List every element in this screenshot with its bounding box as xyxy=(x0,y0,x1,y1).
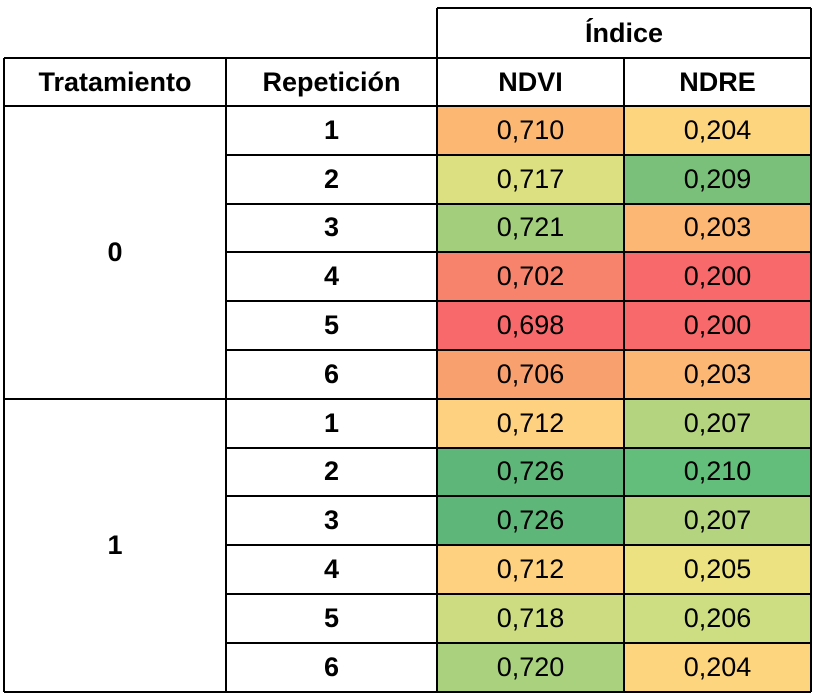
row-separator xyxy=(226,397,811,400)
ndre-cell: 0,210 xyxy=(624,447,811,497)
ndre-cell: 0,203 xyxy=(624,203,811,253)
ndre-cell: 0,204 xyxy=(624,106,811,155)
border-right xyxy=(810,8,812,692)
repeticion-cell: 5 xyxy=(323,602,340,633)
ndvi-cell: 0,712 xyxy=(437,545,624,594)
ndre-cell: 0,204 xyxy=(624,642,811,692)
row-separator xyxy=(226,446,811,449)
ndre-cell: 0,209 xyxy=(624,154,811,204)
repeticion-cell: 4 xyxy=(323,554,340,585)
border-bottom xyxy=(4,690,811,693)
ndre-cell: 0,200 xyxy=(624,301,811,350)
ndvi-cell: 0,721 xyxy=(437,203,624,253)
ndvi-cell: 0,717 xyxy=(437,154,624,204)
header-repeticion: Repetición xyxy=(262,66,401,97)
border-top xyxy=(437,7,811,9)
ndvi-cell: 0,726 xyxy=(437,447,624,497)
header-ndvi: NDVI xyxy=(498,66,563,97)
ndvi-cell: 0,706 xyxy=(437,350,624,399)
border-left xyxy=(3,58,5,692)
tratamiento-cell: 1 xyxy=(107,529,123,560)
ndvi-cell: 0,712 xyxy=(437,398,624,448)
row-separator xyxy=(226,349,811,351)
border-col1 xyxy=(225,58,227,692)
row-separator xyxy=(226,153,811,156)
repeticion-cell: 6 xyxy=(323,358,340,389)
repeticion-cell: 5 xyxy=(323,310,340,341)
ndvi-cell: 0,702 xyxy=(437,252,624,302)
ndvi-cell: 0,710 xyxy=(437,106,624,155)
repeticion-cell: 2 xyxy=(323,163,340,194)
header-tratamiento: Tratamiento xyxy=(38,66,192,97)
ndre-cell: 0,200 xyxy=(624,252,811,302)
ndvi-cell: 0,698 xyxy=(437,301,624,350)
ndre-cell: 0,203 xyxy=(624,350,811,399)
repeticion-cell: 2 xyxy=(323,456,340,487)
ndre-cell: 0,207 xyxy=(624,496,811,546)
tratamiento-cell: 0 xyxy=(107,236,123,267)
row-separator xyxy=(226,495,811,498)
row-separator xyxy=(226,641,811,644)
ndvi-cell: 0,720 xyxy=(437,642,624,692)
ndvi-cell: 0,718 xyxy=(437,594,624,643)
ndre-cell: 0,207 xyxy=(624,398,811,448)
border-col3 xyxy=(623,58,625,692)
repeticion-cell: 1 xyxy=(323,114,340,145)
border-header-bottom xyxy=(4,105,811,107)
repeticion-cell: 3 xyxy=(323,505,340,536)
ndre-cell: 0,205 xyxy=(624,545,811,594)
ndvi-cell: 0,726 xyxy=(437,496,624,546)
header-ndre: NDRE xyxy=(679,66,756,97)
border-header-top xyxy=(4,57,811,59)
row-separator xyxy=(226,251,811,254)
group-separator xyxy=(4,397,226,400)
repeticion-cell: 3 xyxy=(323,212,340,243)
repeticion-cell: 1 xyxy=(323,407,340,438)
row-separator xyxy=(226,202,811,205)
repeticion-cell: 6 xyxy=(323,651,340,682)
row-separator xyxy=(226,300,811,303)
row-separator xyxy=(226,544,811,547)
header-indice: Índice xyxy=(584,17,664,48)
repeticion-cell: 4 xyxy=(323,261,340,292)
row-separator xyxy=(226,593,811,595)
ndre-cell: 0,206 xyxy=(624,594,811,643)
